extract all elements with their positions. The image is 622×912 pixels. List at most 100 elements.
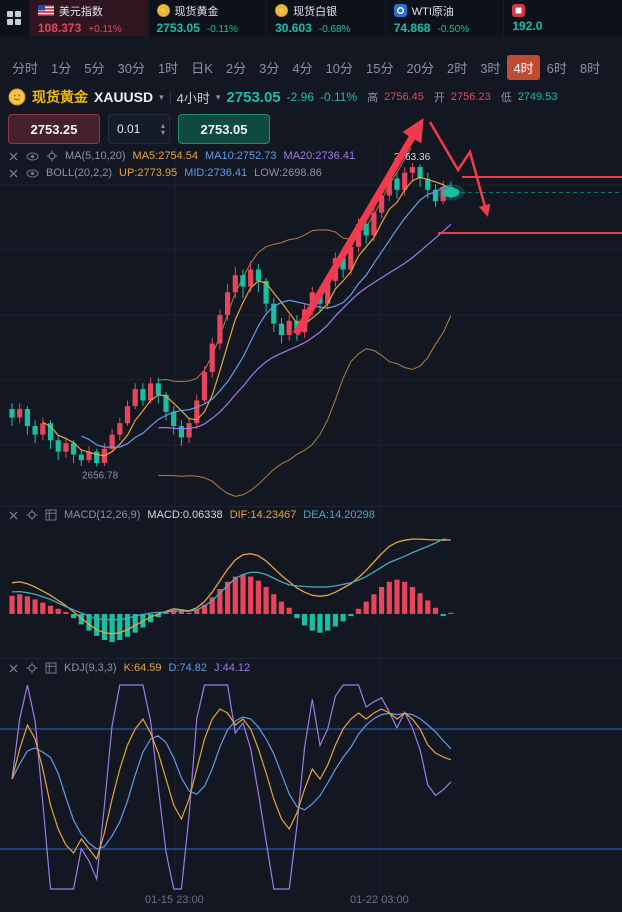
ticker-spot-silver[interactable]: 现货白银 30.603 -0.68% xyxy=(266,0,385,36)
timeframe-option[interactable]: 分时 xyxy=(12,60,39,76)
dif-value: DIF:14.23467 xyxy=(229,509,297,521)
eye-icon[interactable] xyxy=(26,151,39,162)
apps-grid-icon xyxy=(7,11,22,25)
symbol-dropdown-caret[interactable]: ▾ xyxy=(159,91,164,102)
ticker-change: -0.11% xyxy=(206,23,238,35)
price-change: -2.96 xyxy=(286,90,315,104)
boll-legend: BOLL(20,2,2) UP:2773.95 MID:2736.41 LOW:… xyxy=(8,167,322,179)
ticker-spot-gold[interactable]: 现货黄金 2753.05 -0.11% xyxy=(147,0,267,36)
timeframe-option[interactable]: 10分 xyxy=(325,60,354,76)
ticker-change: -0.50% xyxy=(437,23,470,35)
timeframe-option[interactable]: 2时 xyxy=(446,60,468,76)
ticker-value: 74.868 xyxy=(393,20,431,35)
price-change-pct: -0.11% xyxy=(320,90,358,104)
gear-icon[interactable] xyxy=(46,150,58,162)
open-label: 开 xyxy=(433,92,445,104)
dea-value: DEA:14.20298 xyxy=(303,509,375,521)
close-indicator-icon[interactable] xyxy=(8,151,19,162)
quantity-value: 0.01 xyxy=(117,122,141,136)
ticker-wti-oil[interactable]: WTI原油 74.868 -0.50% xyxy=(384,0,504,36)
ma-legend: MA(5,10,20) MA5:2754.54 MA10:2752.73 MA2… xyxy=(8,150,355,162)
gold-coin-icon xyxy=(156,4,170,17)
last-price: 2753.05 xyxy=(226,88,281,106)
gear-icon[interactable] xyxy=(26,509,38,521)
k-value: K:64.59 xyxy=(123,662,162,674)
ticker-value: 108.373 xyxy=(37,20,82,35)
boll-title: BOLL(20,2,2) xyxy=(46,167,113,179)
close-indicator-icon[interactable] xyxy=(8,663,19,674)
boll-mid-value: MID:2736.41 xyxy=(184,167,248,179)
us-flag-icon xyxy=(37,5,54,16)
timeframe-option[interactable]: 4分 xyxy=(292,60,313,76)
ticker-partial[interactable]: 192.0 xyxy=(503,0,622,36)
timeframe-option[interactable]: 15分 xyxy=(366,60,394,76)
silver-coin-icon xyxy=(275,4,289,17)
boll-up-value: UP:2773.95 xyxy=(119,167,178,179)
macd-legend: MACD(12,26,9) MACD:0.06338 DIF:14.23467 … xyxy=(8,509,375,521)
timeframe-option[interactable]: 3分 xyxy=(259,60,280,76)
gear-icon[interactable] xyxy=(26,662,38,674)
macd-value: MACD:0.06338 xyxy=(147,509,223,521)
index-badge-icon xyxy=(512,4,526,17)
kdj-panel[interactable] xyxy=(0,658,622,893)
ticker-name: 现货黄金 xyxy=(174,5,219,18)
d-value: D:74.82 xyxy=(168,662,208,674)
ticker-name: 现货白银 xyxy=(293,5,338,18)
ticker-value: 30.603 xyxy=(275,20,312,35)
buy-price-button[interactable]: 2753.05 xyxy=(178,114,270,144)
ticker-value: 2753.05 xyxy=(156,20,200,35)
high-value: 2756.45 xyxy=(384,91,424,103)
macd-panel[interactable] xyxy=(0,506,622,659)
timeframe-option[interactable]: 30分 xyxy=(117,60,145,76)
quantity-stepper[interactable]: 0.01 ▴ ▾ xyxy=(108,114,170,144)
timeframe-option[interactable]: 日K xyxy=(191,60,213,76)
apps-grid-button[interactable] xyxy=(0,0,29,36)
svg-text:2763.36: 2763.36 xyxy=(394,152,431,163)
time-axis-label: 01-15 23:00 xyxy=(145,894,204,906)
ma10-value: MA10:2752.73 xyxy=(204,150,277,162)
close-indicator-icon[interactable] xyxy=(8,510,19,521)
macd-title: MACD(12,26,9) xyxy=(64,509,141,521)
main-price-chart[interactable]: 2763.36 2656.78 xyxy=(0,129,622,506)
ticker-name: WTI原油 xyxy=(411,5,454,18)
ticker-value: 192.0 xyxy=(512,19,543,33)
ticker-name: 美元指数 xyxy=(58,5,103,18)
timeframe-option[interactable]: 20分 xyxy=(406,60,434,76)
timeframe-bar: 分时 1分 5分 30分 1时 日K 2分 3分 4分 10分 15分 20分 … xyxy=(0,52,622,82)
low-label: 低 xyxy=(500,92,512,104)
time-axis-label: 01-22 03:00 xyxy=(350,894,409,906)
open-value: 2756.23 xyxy=(450,91,491,103)
ticker-change: +0.11% xyxy=(88,23,122,35)
ma5-value: MA5:2754.54 xyxy=(132,150,198,162)
timeframe-option[interactable]: 6时 xyxy=(546,60,567,76)
indicator-settings-icon[interactable] xyxy=(45,662,57,674)
trade-panel: 2753.25 0.01 ▴ ▾ 2753.05 xyxy=(8,114,270,144)
j-value: J:44.12 xyxy=(214,662,251,674)
divider xyxy=(169,90,171,104)
timeframe-option-selected[interactable]: 4时 xyxy=(507,54,540,80)
close-indicator-icon[interactable] xyxy=(8,168,19,179)
symbol-name: XAUUSD xyxy=(94,89,154,105)
ma20-value: MA20:2736.41 xyxy=(283,150,356,162)
svg-text:2656.78: 2656.78 xyxy=(82,471,119,482)
low-value: 2749.53 xyxy=(517,91,558,103)
quantity-increase-button[interactable]: ▴ xyxy=(160,121,165,130)
timeframe-option[interactable]: 5分 xyxy=(84,60,105,76)
timeframe-option[interactable]: 2分 xyxy=(225,60,247,76)
ticker-usd-index[interactable]: 美元指数 108.373 +0.11% xyxy=(28,0,148,36)
interval-label: 4小时 xyxy=(176,90,210,106)
sell-price-button[interactable]: 2753.25 xyxy=(8,114,100,144)
symbol-header: 现货黄金 XAUUSD ▾ 4小时 ▾ 2753.05 -2.96 -0.11%… xyxy=(0,84,622,110)
timeframe-option[interactable]: 3时 xyxy=(480,60,501,76)
kdj-legend: KDJ(9,3,3) K:64.59 D:74.82 J:44.12 xyxy=(8,662,250,674)
indicator-settings-icon[interactable] xyxy=(45,509,57,521)
timeframe-option[interactable]: 1分 xyxy=(51,60,72,76)
high-label: 高 xyxy=(367,92,379,104)
timeframe-option[interactable]: 1时 xyxy=(157,60,179,76)
quantity-decrease-button[interactable]: ▾ xyxy=(160,128,165,137)
kdj-title: KDJ(9,3,3) xyxy=(64,662,117,674)
interval-dropdown-caret[interactable]: ▾ xyxy=(215,91,221,102)
time-axis: 01-15 23:00 01-22 03:00 xyxy=(0,894,622,910)
timeframe-option[interactable]: 8时 xyxy=(579,60,601,76)
eye-icon[interactable] xyxy=(26,168,39,179)
